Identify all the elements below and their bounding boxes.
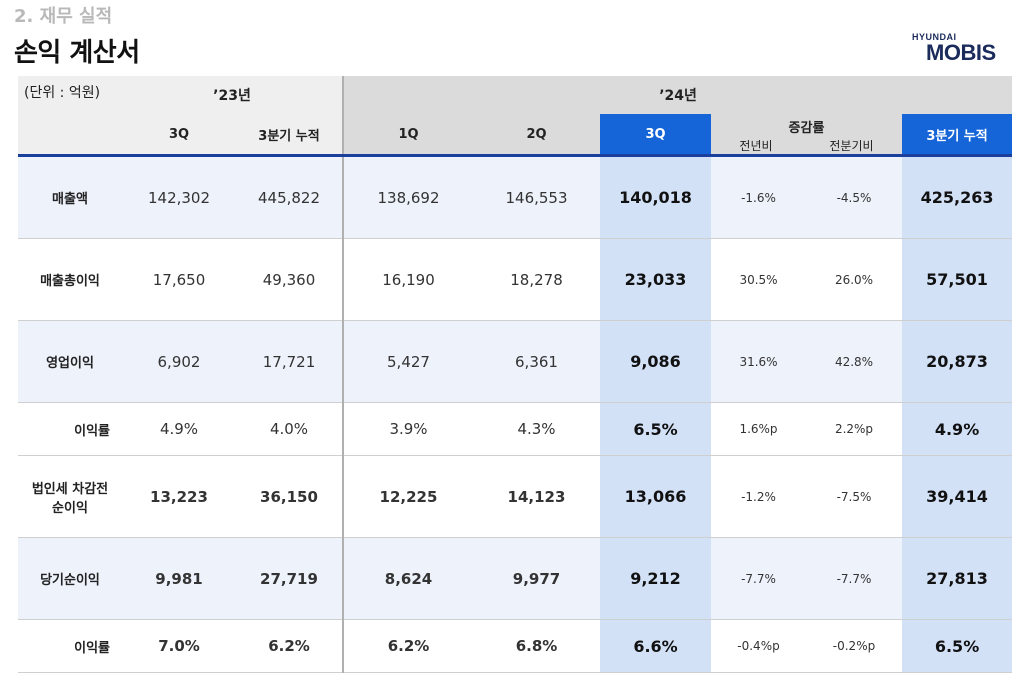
value-24-2q: 14,123 [473, 455, 600, 538]
page-title: 손익 계산서 [14, 38, 140, 68]
value-23-3q: 13,223 [122, 455, 236, 538]
row-label: 이익률 [18, 402, 122, 456]
value-23-3q: 7.0% [122, 619, 236, 673]
table-row: 매출총이익 17,650 49,360 16,190 18,278 23,033 30.5%… [18, 238, 1013, 321]
value-24-3q: 9,212 [600, 537, 711, 620]
value-24-2q: 9,977 [473, 537, 600, 620]
row-label: 이익률 [18, 619, 122, 673]
value-24-1q: 138,692 [343, 155, 473, 239]
year-23-header: ’23년 [122, 76, 344, 114]
table-row: 법인세 차감전 순이익 13,223 36,150 12,225 14,123 13,06… [18, 455, 1013, 538]
value-qoq: -0.2%p [806, 619, 902, 673]
col-23-cumulative: 3분기 누적 [236, 114, 344, 157]
table-row: 이익률 4.9% 4.0% 3.9% 4.3% 6.5% 1.6%p 2.2%p 4.9% [18, 402, 1013, 456]
table-row: 당기순이익 9,981 27,719 8,624 9,977 9,212 -7.7% -7.7… [18, 537, 1013, 620]
logo-main-text: MOBIS [926, 40, 996, 65]
value-yoy: -1.2% [711, 455, 806, 538]
value-yoy: 31.6% [711, 320, 806, 403]
value-23-3q: 17,650 [122, 238, 236, 321]
value-qoq: 26.0% [806, 238, 902, 321]
income-statement-table: (단위 : 억원) ’23년 ’24년 3Q 3분기 누적 1Q 2Q 3Q 증… [18, 76, 1013, 673]
value-24-3q: 6.5% [600, 402, 711, 456]
value-23-cumulative: 4.0% [236, 402, 344, 456]
value-23-cumulative: 27,719 [236, 537, 344, 620]
value-24-1q: 16,190 [343, 238, 473, 321]
value-24-2q: 18,278 [473, 238, 600, 321]
value-24-2q: 4.3% [473, 402, 600, 456]
row-label: 매출총이익 [18, 238, 122, 321]
row-label: 당기순이익 [18, 537, 122, 620]
change-rate-header: 증감률 전년비 전분기비 [711, 114, 902, 157]
value-24-3q: 6.6% [600, 619, 711, 673]
row-label: 매출액 [18, 155, 122, 239]
value-24-3q: 140,018 [600, 155, 711, 239]
value-23-cumulative: 36,150 [236, 455, 344, 538]
value-24-cumulative: 57,501 [902, 238, 1013, 321]
value-23-3q: 9,981 [122, 537, 236, 620]
section-label: 2. 재무 실적 [14, 6, 113, 27]
year-24-header: ’24년 [343, 76, 1013, 114]
value-23-cumulative: 49,360 [236, 238, 344, 321]
header-row-years: (단위 : 억원) ’23년 ’24년 [18, 76, 1013, 157]
table-row: 영업이익 6,902 17,721 5,427 6,361 9,086 31.6% 42.8%… [18, 320, 1013, 403]
change-rate-label: 증감률 [788, 120, 825, 136]
value-24-3q: 13,066 [600, 455, 711, 538]
value-24-3q: 23,033 [600, 238, 711, 321]
value-yoy: -1.6% [711, 155, 806, 239]
value-24-3q: 9,086 [600, 320, 711, 403]
table-row: 이익률 7.0% 6.2% 6.2% 6.8% 6.6% -0.4%p -0.2%p 6.5% [18, 619, 1013, 673]
value-qoq: -7.7% [806, 537, 902, 620]
value-24-cumulative: 425,263 [902, 155, 1013, 239]
yoy-label: 전년비 [739, 138, 773, 153]
logo-top-text: HYUNDAI [912, 32, 957, 42]
row-label: 영업이익 [18, 320, 122, 403]
header-row-columns: 3Q 3분기 누적 1Q 2Q 3Q 증감률 전년비 전분기비 3분기 누적 [18, 114, 1013, 157]
value-yoy: -7.7% [711, 537, 806, 620]
value-24-cumulative: 4.9% [902, 402, 1013, 456]
value-yoy: -0.4%p [711, 619, 806, 673]
value-24-cumulative: 27,813 [902, 537, 1013, 620]
value-23-cumulative: 6.2% [236, 619, 344, 673]
value-qoq: 2.2%p [806, 402, 902, 456]
col-24-cumulative: 3분기 누적 [902, 114, 1013, 157]
value-qoq: 42.8% [806, 320, 902, 403]
value-24-cumulative: 39,414 [902, 455, 1013, 538]
value-24-2q: 6,361 [473, 320, 600, 403]
value-23-3q: 4.9% [122, 402, 236, 456]
value-24-cumulative: 20,873 [902, 320, 1013, 403]
value-24-1q: 12,225 [343, 455, 473, 538]
value-24-1q: 3.9% [343, 402, 473, 456]
col-24-1q: 1Q [343, 114, 473, 157]
col-24-2q: 2Q [473, 114, 600, 157]
value-24-2q: 146,553 [473, 155, 600, 239]
value-24-1q: 5,427 [343, 320, 473, 403]
row-label: 법인세 차감전 순이익 [18, 455, 122, 538]
col-23-3q: 3Q [122, 114, 236, 157]
value-24-1q: 8,624 [343, 537, 473, 620]
value-23-3q: 6,902 [122, 320, 236, 403]
col-24-3q: 3Q [600, 114, 711, 157]
unit-label: (단위 : 억원) [18, 76, 122, 157]
table-row: 매출액 142,302 445,822 138,692 146,553 140,018 -1… [18, 155, 1013, 239]
value-qoq: -7.5% [806, 455, 902, 538]
value-23-3q: 142,302 [122, 155, 236, 239]
value-24-1q: 6.2% [343, 619, 473, 673]
hyundai-mobis-logo: HYUNDAI MOBIS [912, 32, 1002, 68]
value-24-2q: 6.8% [473, 619, 600, 673]
value-24-cumulative: 6.5% [902, 619, 1013, 673]
value-23-cumulative: 17,721 [236, 320, 344, 403]
value-yoy: 30.5% [711, 238, 806, 321]
value-23-cumulative: 445,822 [236, 155, 344, 239]
value-yoy: 1.6%p [711, 402, 806, 456]
value-qoq: -4.5% [806, 155, 902, 239]
qoq-label: 전분기비 [829, 138, 874, 153]
